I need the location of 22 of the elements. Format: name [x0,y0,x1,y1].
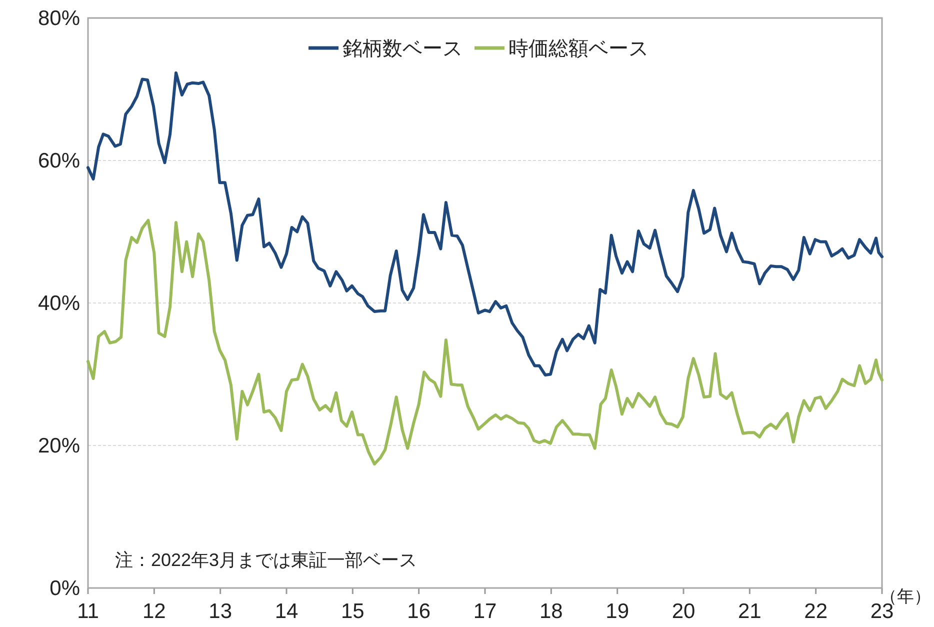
x-tick-label: 16 [407,600,431,623]
x-tick-label: 20 [672,600,696,623]
x-tick-label: 19 [606,600,630,623]
x-tick-label: 11 [77,600,99,623]
x-tick-label: 14 [274,600,298,623]
y-tick-label: 0% [50,577,80,600]
x-tick-label: 22 [804,600,828,623]
y-tick-label: 80% [38,7,80,30]
x-tick-label: 15 [340,600,364,623]
line-series [86,71,884,376]
x-tick-label: 18 [539,600,563,623]
x-tick-label: 21 [738,600,762,623]
line-series [86,218,884,466]
y-tick-label: 40% [38,292,80,315]
legend-label: 銘柄数ベース [342,38,462,60]
legend-label: 時価総額ベース [508,38,648,60]
annotation: 注：2022年3月までは東証一部ベース [115,550,418,570]
x-tick-label: 13 [208,600,232,623]
y-tick-label: 20% [38,434,80,458]
x-tick-label: 12 [142,600,166,623]
y-tick-label: 60% [38,150,80,172]
x-tick-label: 17 [473,600,497,623]
